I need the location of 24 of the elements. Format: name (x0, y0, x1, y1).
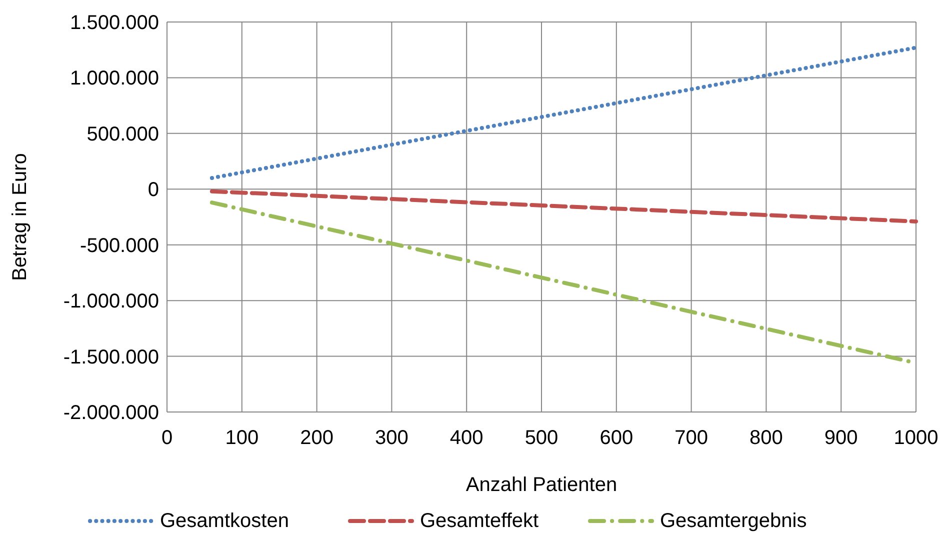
x-tick-label: 500 (524, 427, 558, 449)
x-tick-label: 600 (600, 427, 634, 449)
y-tick-label: -1.500.000 (63, 346, 159, 368)
y-tick-label: -2.000.000 (63, 402, 159, 424)
legend-label: Gesamtkosten (160, 510, 289, 532)
x-tick-label: 1000 (894, 427, 938, 449)
y-tick-label: -1.000.000 (63, 290, 159, 313)
y-tick-label: 1.500.000 (70, 12, 159, 34)
x-tick-label: 300 (375, 427, 408, 449)
y-axis-title: Betrag in Euro (9, 153, 31, 281)
x-tick-label: 700 (674, 427, 708, 449)
x-tick-label: 0 (161, 427, 173, 449)
legend-label: Gesamtergebnis (660, 510, 807, 532)
y-tick-label: 500.000 (86, 123, 159, 146)
y-tick-label: 0 (148, 179, 159, 202)
x-tick-label: 400 (450, 427, 484, 449)
x-tick-label: 100 (225, 427, 259, 449)
y-tick-label: 1.000.000 (70, 68, 159, 90)
x-axis-title: Anzahl Patienten (466, 474, 618, 496)
x-tick-label: 800 (750, 427, 783, 449)
x-tick-label: 200 (300, 427, 334, 449)
legend-label: Gesamteffekt (420, 510, 540, 532)
y-tick-label: -500.000 (80, 234, 159, 257)
x-tick-label: 900 (824, 427, 858, 449)
